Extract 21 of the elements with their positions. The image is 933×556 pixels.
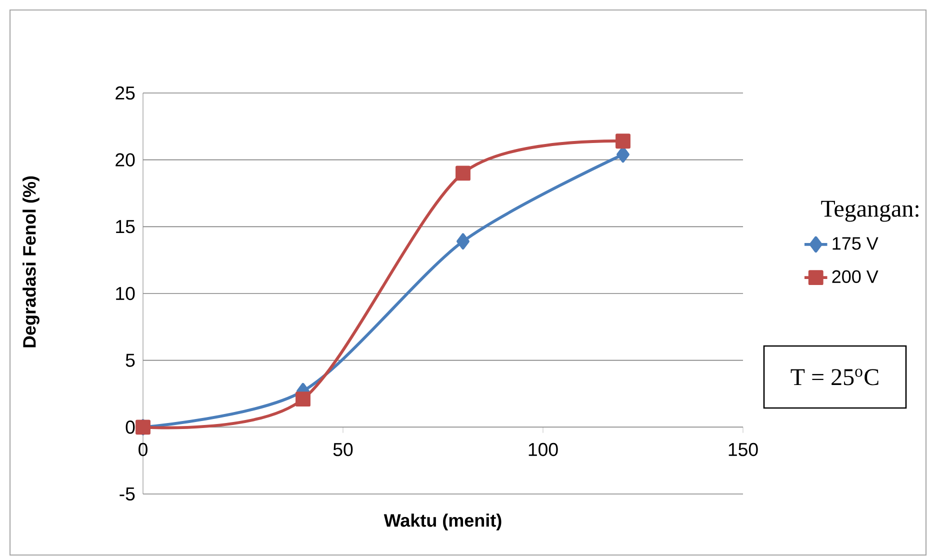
y-tick-label: 20 — [116, 153, 135, 166]
x-tick-label: 150 — [728, 442, 758, 456]
y-tick-label: 10 — [116, 286, 135, 300]
x-tick-label: 0 — [138, 442, 148, 456]
point — [296, 392, 310, 407]
point — [456, 166, 470, 181]
y-tick-label: 25 — [116, 86, 135, 100]
x-axis-title: Waktu (menit) — [384, 514, 502, 530]
y-axis-title: Degradasi Fenol (%) — [22, 176, 40, 348]
point — [456, 233, 470, 250]
x-tick-label: 50 — [333, 442, 353, 456]
legend-title: Tegangan: — [821, 200, 918, 222]
legend-label: 175 V — [832, 237, 878, 250]
y-tick-label: -5 — [120, 487, 135, 501]
y-tick-label: 5 — [126, 354, 135, 367]
legend-label: 200 V — [832, 270, 878, 284]
point — [616, 134, 630, 149]
y-tick-label: 0 — [126, 420, 135, 434]
text: T = 25$^{o}$C — [790, 368, 878, 386]
x-tick-label: 100 — [528, 442, 558, 456]
y-tick-label: 15 — [116, 220, 135, 234]
